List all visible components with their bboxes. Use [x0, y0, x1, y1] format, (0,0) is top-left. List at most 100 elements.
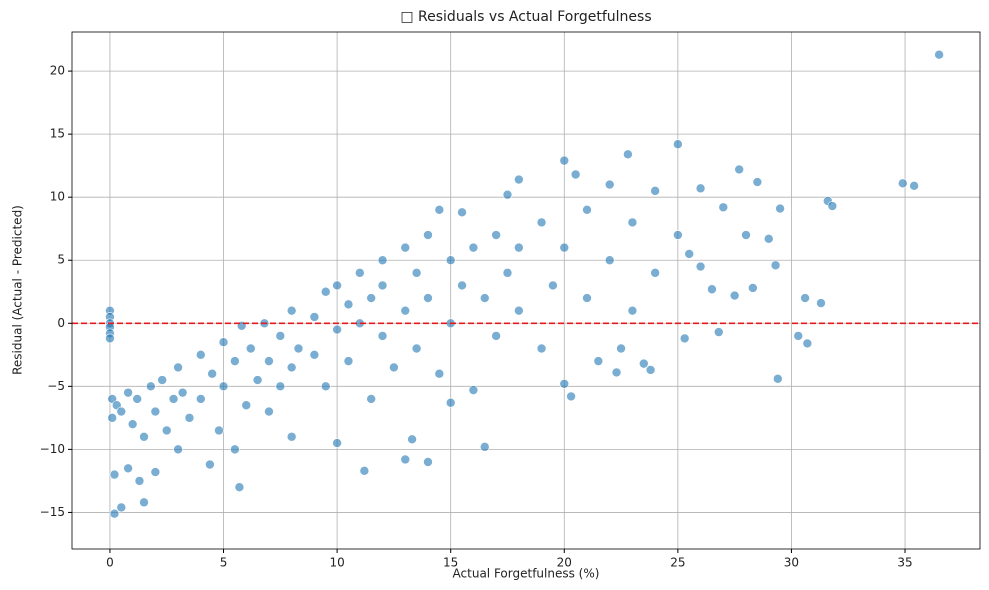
point — [116, 502, 127, 513]
point — [559, 379, 570, 389]
point — [793, 331, 804, 341]
point — [468, 385, 479, 395]
plot-frame — [71, 31, 981, 550]
point — [773, 373, 783, 384]
y-axis-label: Residual (Actual - Predicted) — [11, 205, 25, 375]
point — [775, 203, 785, 214]
point — [718, 202, 729, 213]
point — [752, 177, 763, 187]
point — [445, 397, 456, 408]
x-tick-label: 30 — [784, 556, 799, 570]
point — [827, 201, 838, 211]
point — [146, 381, 156, 392]
point — [457, 207, 467, 218]
x-tick-label: 25 — [670, 556, 685, 570]
point — [623, 149, 633, 160]
point — [116, 406, 127, 417]
point — [566, 391, 576, 402]
point — [673, 139, 683, 150]
point — [139, 431, 149, 442]
point — [423, 457, 433, 467]
x-tick-label: 0 — [106, 556, 114, 570]
point — [264, 406, 274, 417]
point — [770, 260, 781, 271]
point — [548, 280, 558, 291]
point — [514, 242, 524, 253]
point — [132, 394, 142, 404]
point — [252, 375, 263, 385]
point — [457, 280, 467, 291]
x-tick-label: 20 — [557, 556, 572, 570]
point — [445, 255, 456, 266]
point — [802, 338, 813, 349]
point — [748, 283, 758, 293]
point — [400, 454, 411, 465]
point — [695, 183, 706, 194]
point — [134, 476, 145, 486]
point — [293, 343, 304, 354]
point — [514, 305, 524, 316]
point — [491, 230, 501, 240]
point — [479, 293, 490, 303]
point — [123, 387, 133, 398]
point — [366, 293, 376, 303]
point — [218, 381, 229, 392]
point — [309, 312, 320, 322]
point — [286, 305, 297, 316]
point — [109, 469, 120, 480]
point — [105, 333, 115, 344]
point — [604, 179, 615, 190]
x-tick-label: 15 — [443, 556, 458, 570]
point — [230, 444, 240, 455]
point — [434, 368, 445, 379]
point — [582, 204, 592, 215]
point — [684, 249, 695, 259]
point — [150, 406, 161, 417]
point — [109, 508, 120, 519]
y-tick-label: −5 — [47, 379, 65, 393]
point — [355, 268, 365, 278]
point — [286, 431, 297, 442]
point — [434, 204, 445, 215]
point — [332, 324, 342, 335]
y-tick-label: 20 — [50, 64, 65, 78]
point — [582, 293, 592, 303]
point — [423, 230, 433, 240]
y-tick-label: −10 — [40, 442, 65, 456]
point — [241, 400, 252, 411]
point — [234, 482, 245, 493]
point — [479, 442, 490, 452]
point — [502, 268, 513, 278]
point — [707, 284, 717, 295]
point — [214, 425, 224, 436]
x-tick-label: 10 — [329, 556, 344, 570]
point — [309, 350, 320, 360]
point — [570, 169, 581, 180]
point — [650, 186, 660, 196]
point — [230, 356, 240, 366]
point — [343, 299, 354, 310]
point — [389, 362, 399, 373]
point — [604, 255, 615, 266]
point — [734, 164, 744, 175]
point — [502, 189, 513, 200]
point — [320, 381, 331, 392]
chart-title: □ Residuals vs Actual Forgetfulness — [400, 9, 651, 25]
point — [359, 466, 370, 476]
point — [366, 394, 376, 404]
point — [611, 367, 622, 378]
point — [127, 419, 138, 429]
x-axis-label: Actual Forgetfulness (%) — [453, 567, 600, 581]
point — [741, 230, 751, 240]
point — [173, 362, 183, 373]
y-tick-label: 0 — [57, 316, 65, 330]
point — [320, 286, 331, 297]
point — [207, 368, 217, 379]
point — [161, 425, 172, 436]
y-tick-label: 15 — [50, 127, 65, 141]
point — [536, 343, 547, 354]
point — [514, 174, 524, 185]
point — [695, 261, 706, 272]
point — [168, 394, 179, 404]
